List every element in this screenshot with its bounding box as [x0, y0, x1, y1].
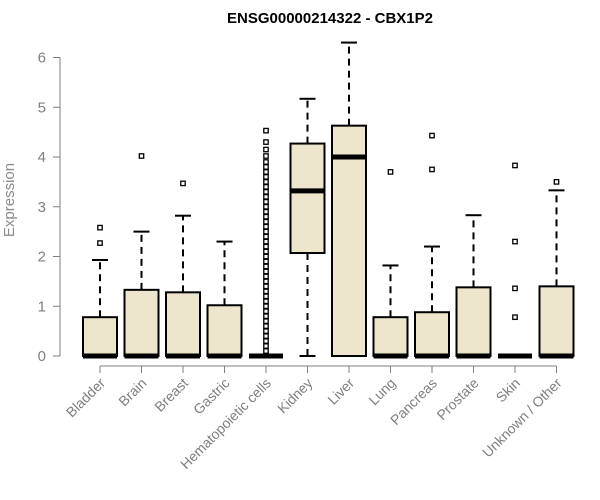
outlier-point: [263, 283, 269, 290]
outlier-point: [263, 318, 269, 325]
outlier-point: [263, 179, 269, 185]
outlier-point: [263, 193, 269, 200]
y-tick-label: 1: [38, 298, 46, 315]
outlier-point: [263, 298, 269, 305]
outlier-point: [512, 162, 518, 169]
y-axis-label: Expression: [1, 163, 18, 237]
outlier-point: [263, 323, 269, 330]
outlier-point: [263, 127, 269, 134]
outlier-point: [263, 183, 269, 190]
outlier-point: [553, 179, 560, 185]
outlier-point: [263, 146, 269, 153]
outlier-point: [512, 314, 518, 321]
box-group-gastric: [206, 240, 243, 359]
x-tick-label: Bladder: [63, 375, 109, 421]
y-tick-label: 0: [38, 348, 46, 365]
outlier-point: [263, 233, 269, 240]
box: [414, 311, 450, 357]
outlier-point: [263, 338, 269, 344]
box: [206, 304, 243, 358]
x-tick-label: Prostate: [433, 375, 481, 423]
y-tick-label: 5: [38, 99, 46, 116]
outlier-point: [263, 303, 269, 310]
outlier-point: [263, 258, 269, 265]
box: [289, 142, 326, 255]
outlier-point: [263, 223, 269, 230]
outlier-point: [263, 188, 269, 195]
y-axis: 0 1 2 3 4 5 6: [38, 50, 61, 365]
outlier-point: [263, 268, 269, 275]
x-tick-label: Brain: [115, 375, 149, 409]
box-group-brain: [123, 153, 160, 359]
outlier-point: [97, 240, 103, 246]
outlier-point: [138, 153, 145, 159]
outlier-point: [387, 169, 394, 175]
outlier-point: [263, 308, 269, 315]
outlier-point: [512, 238, 518, 245]
outlier-point: [263, 164, 269, 170]
x-tick-label: Skin: [493, 375, 524, 406]
box: [331, 124, 367, 357]
outlier-point: [263, 293, 269, 300]
outlier-point: [263, 169, 269, 175]
outlier-point: [263, 273, 269, 280]
outlier-point: [263, 159, 269, 165]
outlier-point: [263, 288, 269, 295]
y-tick-label: 6: [38, 50, 46, 67]
box-group-lung: [372, 169, 409, 359]
outlier-point: [263, 228, 269, 235]
outlier-point: [263, 253, 269, 260]
y-tick-label: 4: [38, 149, 46, 166]
outlier-point: [263, 313, 269, 320]
outlier-point: [263, 139, 269, 145]
outlier-point: [429, 132, 435, 139]
outlier-point: [180, 180, 186, 187]
y-tick-label: 3: [38, 199, 46, 216]
x-tick-label: Unknown / Other: [479, 375, 565, 461]
box-group-prostate: [455, 214, 492, 359]
box: [165, 291, 201, 358]
outlier-point: [263, 213, 269, 220]
box: [538, 285, 575, 358]
outlier-point: [263, 263, 269, 270]
box-group-skin: [498, 162, 532, 359]
outlier-point: [263, 243, 269, 250]
box: [372, 316, 409, 358]
outlier-point: [263, 208, 269, 215]
box: [82, 316, 118, 358]
box-group-breast: [165, 180, 201, 359]
outlier-point: [263, 174, 269, 180]
x-tick-label: Liver: [324, 375, 357, 408]
box-group-pancreas: [414, 132, 450, 359]
outlier-point: [263, 333, 269, 339]
outlier-point: [263, 248, 269, 255]
box-group-liver: [331, 41, 367, 357]
y-tick-label: 2: [38, 249, 46, 266]
outlier-point: [263, 278, 269, 285]
x-tick-label: Kidney: [274, 375, 316, 417]
chart-title: ENSG00000214322 - CBX1P2: [227, 10, 433, 27]
box-group-bladder: [82, 224, 118, 359]
outlier-point: [263, 153, 269, 159]
outlier-point: [263, 238, 269, 245]
boxes-layer: [82, 41, 575, 359]
outlier-point: [97, 224, 103, 231]
x-tick-label: Breast: [151, 375, 191, 415]
outlier-point: [512, 285, 518, 292]
outlier-point: [263, 198, 269, 205]
box-group-hematopoietic-cells: [249, 127, 283, 359]
outlier-point: [263, 343, 269, 349]
outlier-point: [263, 328, 269, 334]
box: [455, 286, 492, 357]
box-group-unknown-other: [538, 179, 575, 359]
outlier-point: [263, 203, 269, 210]
outlier-point: [263, 348, 269, 354]
outlier-point: [429, 166, 435, 173]
outlier-point: [263, 218, 269, 225]
x-tick-label: Lung: [365, 375, 398, 408]
box-group-kidney: [289, 97, 326, 357]
box: [123, 288, 160, 357]
